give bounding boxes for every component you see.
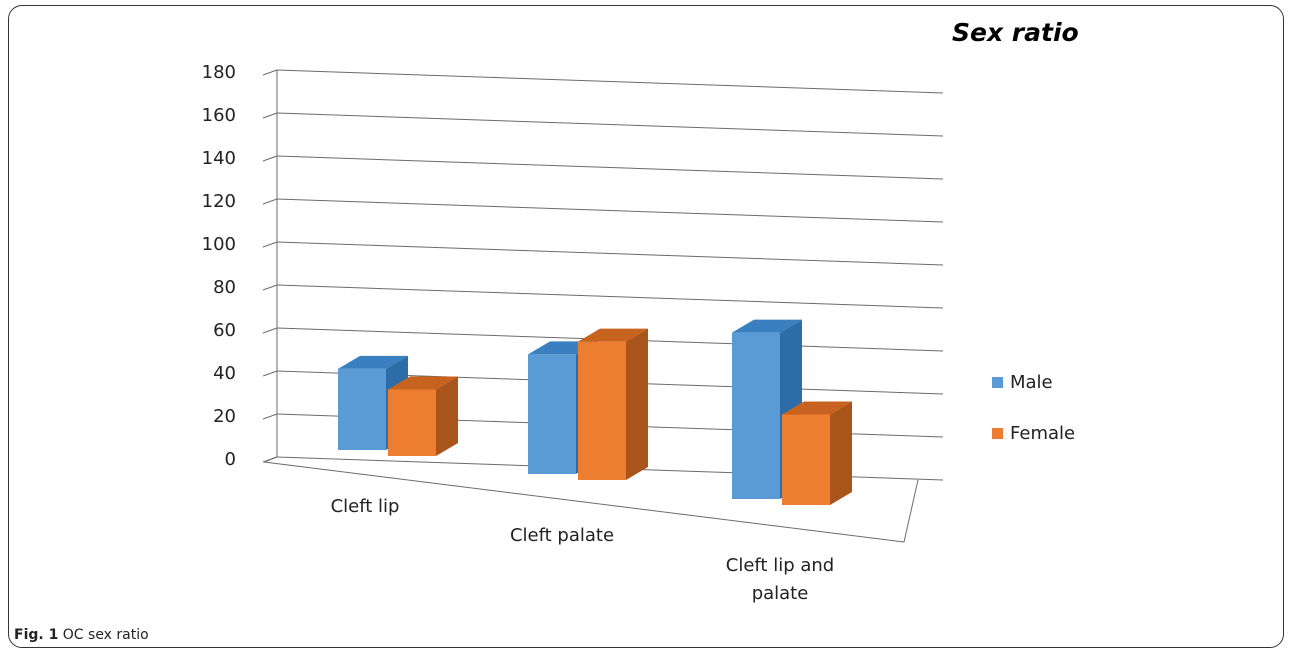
y-tick-mark <box>262 198 278 205</box>
bar-top-female-1 <box>578 328 648 342</box>
legend-item-male: Male <box>992 372 1053 393</box>
legend-label-male: Male <box>1010 372 1053 393</box>
legend-item-female: Female <box>992 423 1075 444</box>
gridline <box>276 198 944 223</box>
bar-male-1 <box>528 354 576 474</box>
gridline <box>276 112 944 137</box>
axes <box>263 70 919 543</box>
bar-side-female-2 <box>830 401 852 505</box>
y-tick-label: 60 <box>213 320 236 341</box>
bar-female-1 <box>578 341 626 480</box>
y-tick-mark <box>262 112 278 119</box>
y-tick-mark <box>262 155 278 162</box>
figure-caption: Fig. 1 OC sex ratio <box>14 627 149 643</box>
bar-top-female-2 <box>782 401 852 415</box>
bar-top-female-0 <box>388 376 458 390</box>
floor-right-edge <box>903 479 919 543</box>
y-tick-mark <box>262 69 278 76</box>
x-category-label: Cleft lip <box>331 496 400 517</box>
y-tick-mark <box>262 241 278 248</box>
y-tick-label: 80 <box>213 277 236 298</box>
gridline <box>276 155 944 180</box>
bar-male-2 <box>732 332 780 499</box>
bar-male-0 <box>338 368 386 450</box>
gridline <box>276 241 944 266</box>
y-tick-label: 0 <box>225 449 236 470</box>
y-tick-label: 20 <box>213 406 236 427</box>
bars <box>338 319 852 505</box>
y-tick-mark <box>262 327 278 334</box>
y-tick-mark <box>262 413 278 420</box>
y-tick-label: 160 <box>202 105 236 126</box>
bar-side-female-1 <box>626 328 648 480</box>
bar-female-2 <box>782 414 830 505</box>
y-tick-label: 120 <box>202 191 236 212</box>
legend-label-female: Female <box>1010 423 1076 444</box>
tick-labels: 0 20 40 60 80 100 120 140 160 180 Cleft lip Cleft p… <box>202 62 835 604</box>
legend-swatch-female <box>992 428 1003 439</box>
x-category-label: Cleft lip and palate <box>726 555 834 604</box>
y-tick-label: 100 <box>202 234 236 255</box>
gridline <box>276 69 944 94</box>
bar-top-male-0 <box>338 355 408 369</box>
y-tick-mark <box>262 370 278 377</box>
caption-label: Fig. 1 <box>14 627 59 643</box>
bar-female-0 <box>388 389 436 456</box>
gridline <box>276 284 944 309</box>
floor-left-edge <box>263 456 278 463</box>
y-tick-label: 40 <box>213 363 236 384</box>
x-category-label: Cleft palate <box>510 525 614 546</box>
bar-top-male-2 <box>732 319 802 333</box>
y-tick-mark <box>262 284 278 291</box>
caption-text: OC sex ratio <box>58 627 149 643</box>
y-tick-label: 180 <box>202 62 236 83</box>
bar-side-female-0 <box>436 376 458 456</box>
figure-frame <box>8 5 1284 648</box>
y-tick-label: 140 <box>202 148 236 169</box>
legend-swatch-male <box>992 377 1003 388</box>
floor-front-edge <box>263 461 905 543</box>
chart-title: Sex ratio <box>952 18 1079 47</box>
